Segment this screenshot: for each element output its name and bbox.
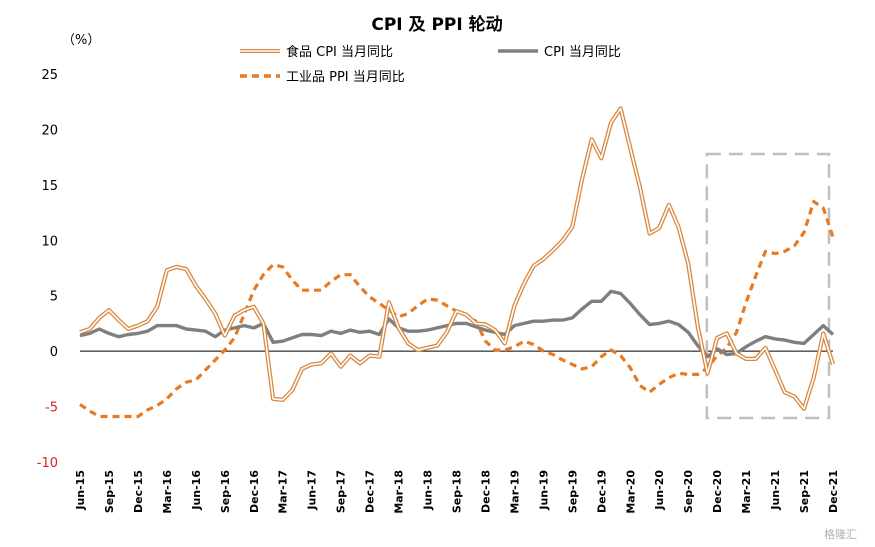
x-tick-label: Mar-19 — [508, 470, 521, 514]
y-tick-label: 20 — [41, 123, 58, 138]
x-tick-label: Dec-15 — [132, 470, 145, 513]
x-tick-label: Dec-17 — [364, 470, 377, 513]
x-tick-label: Sep-19 — [566, 470, 579, 513]
chart-title: CPI 及 PPI 轮动 — [371, 14, 502, 35]
x-tick-label: Mar-17 — [277, 470, 290, 514]
x-tick-label: Sep-17 — [335, 470, 348, 513]
x-tick-label: Mar-18 — [393, 470, 406, 514]
x-tick-label: Dec-21 — [827, 470, 840, 513]
x-tick-label: Jun-18 — [422, 470, 435, 511]
x-tick-label: Jun-17 — [306, 470, 319, 511]
y-tick-label: 10 — [41, 234, 58, 249]
legend-label-ppi: 工业品 PPI 当月同比 — [286, 70, 405, 85]
x-tick-label: Jun-19 — [537, 470, 550, 511]
y-tick-label: -5 — [45, 401, 58, 416]
x-tick-label: Mar-16 — [161, 470, 174, 514]
x-tick-label: Sep-15 — [103, 470, 116, 513]
y-tick-label: 0 — [50, 345, 58, 360]
x-axis-ticks: Jun-15 Sep-15 Dec-15 Mar-16 Jun-16 Sep-16 Dec-… — [74, 470, 840, 514]
x-tick-label: Sep-18 — [451, 470, 464, 513]
series-line-cpi — [79, 289, 835, 359]
x-tick-label: Jun-21 — [769, 470, 782, 511]
highlight-rect — [705, 152, 831, 420]
x-tick-label: Mar-21 — [740, 470, 753, 514]
legend-item-food-cpi: 食品 CPI 当月同比 — [240, 44, 393, 60]
x-tick-label: Sep-16 — [219, 470, 232, 513]
y-axis-ticks: -10 -5 0 5 10 15 20 25 — [37, 68, 58, 471]
legend-label-food-cpi: 食品 CPI 当月同比 — [286, 44, 393, 60]
x-tick-label: Jun-15 — [74, 470, 87, 511]
watermark-text: 格隆汇 — [824, 527, 857, 541]
x-tick-label: Dec-18 — [479, 470, 492, 513]
legend-item-ppi: 工业品 PPI 当月同比 — [240, 70, 405, 85]
x-tick-label: Jun-20 — [653, 470, 666, 511]
x-tick-label: Dec-20 — [711, 470, 724, 513]
x-tick-label: Dec-16 — [248, 470, 261, 513]
x-tick-label: Sep-20 — [682, 470, 695, 513]
x-tick-label: Sep-21 — [798, 470, 811, 513]
y-tick-label: 15 — [41, 179, 58, 194]
y-tick-label: 25 — [41, 68, 58, 83]
y-axis-unit: （%） — [62, 33, 100, 48]
x-tick-label: Mar-20 — [624, 470, 637, 514]
x-tick-label: Dec-19 — [595, 470, 608, 513]
x-tick-label: Jun-16 — [190, 470, 203, 511]
y-tick-label: 5 — [50, 290, 58, 305]
series-lines — [79, 106, 836, 419]
y-tick-label: -10 — [37, 456, 58, 471]
legend: 食品 CPI 当月同比 CPI 当月同比 工业品 PPI 当月同比 — [240, 44, 621, 85]
legend-item-cpi: CPI 当月同比 — [498, 45, 621, 60]
legend-label-cpi: CPI 当月同比 — [544, 45, 621, 60]
series-line-ppi — [79, 199, 835, 419]
series-line-food-cpi-inner — [79, 107, 834, 410]
highlight-box — [705, 152, 831, 420]
